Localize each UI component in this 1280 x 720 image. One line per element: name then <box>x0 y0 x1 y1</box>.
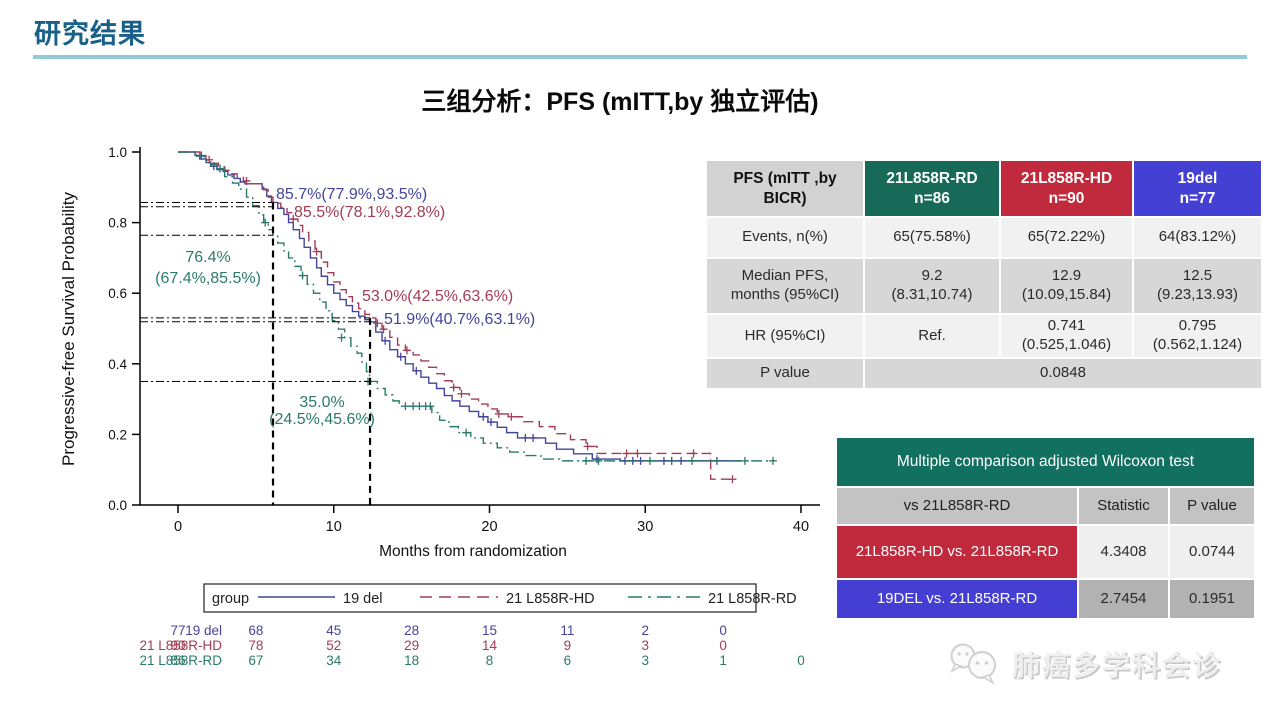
chat-bubbles-logo <box>950 643 996 685</box>
legend-title: group <box>212 591 249 607</box>
wilcoxon-test-table: Multiple comparison adjusted Wilcoxon te… <box>835 436 1256 620</box>
risk-count: 29 <box>404 638 419 653</box>
pfs-col-header-21l858r-rd: 21L858R-RD n=86 <box>865 161 999 216</box>
km-curve-19del <box>178 151 742 462</box>
pfs-col-header-21l858r-hd: 21L858R-HD n=90 <box>1001 161 1132 216</box>
page-title: 研究结果 <box>34 19 146 49</box>
pfs-row-label-pvalue: P value <box>707 359 863 388</box>
risk-count: 90 <box>170 638 185 653</box>
annotation: 35.0% <box>299 394 344 411</box>
legend-label: 21 L858R-RD <box>708 591 797 607</box>
wilcoxon-header-statistic: Statistic <box>1079 488 1168 524</box>
risk-count: 67 <box>248 653 263 668</box>
y-tick-label: 0.0 <box>108 498 127 513</box>
wilcoxon-statistic-19del: 2.7454 <box>1079 580 1168 618</box>
risk-count: 18 <box>404 653 419 668</box>
risk-row-label: 21 L858R-HD <box>139 638 222 653</box>
risk-count: 68 <box>248 623 263 638</box>
wilcoxon-row-label-19del: 19DEL vs. 21L858R-RD <box>837 580 1077 618</box>
wilcoxon-pvalue-19del: 0.1951 <box>1170 580 1254 618</box>
pfs-median-hd: 12.9 (10.09,15.84) <box>1001 259 1132 313</box>
risk-count: 15 <box>482 623 497 638</box>
risk-count: 0 <box>719 638 727 653</box>
annotation: 85.5%(78.1%,92.8%) <box>294 204 445 221</box>
wilcoxon-row-label-hd: 21L858R-HD vs. 21L858R-RD <box>837 526 1077 578</box>
pfs-col-header-19del: 19del n=77 <box>1134 161 1261 216</box>
pfs-events-del: 64(83.12%) <box>1134 218 1261 257</box>
risk-count: 9 <box>564 638 572 653</box>
slide-title: 三组分析：PFS (mITT,by 独立评估) <box>421 88 819 116</box>
risk-count: 8 <box>486 653 494 668</box>
km-curve-21l858r-rd <box>178 151 775 462</box>
risk-count: 3 <box>641 638 649 653</box>
annotation: (24.5%,45.6%) <box>269 411 375 428</box>
risk-count: 34 <box>326 653 342 668</box>
legend-label: 21 L858R-HD <box>506 591 595 607</box>
y-axis-title: Progressive-free Survival Probability <box>59 192 78 466</box>
wilcoxon-header-vs: vs 21L858R-RD <box>837 488 1077 524</box>
x-tick-label: 10 <box>326 519 342 535</box>
pfs-summary-table: PFS (mITT ,by BICR) 21L858R-RD n=86 21L8… <box>705 159 1263 390</box>
risk-count: 14 <box>482 638 498 653</box>
x-tick-label: 20 <box>481 519 497 535</box>
risk-count: 11 <box>560 623 574 638</box>
annotation: 53.0%(42.5%,63.6%) <box>362 288 513 305</box>
pfs-median-del: 12.5 (9.23,13.93) <box>1134 259 1261 313</box>
risk-count: 52 <box>326 638 341 653</box>
header-divider <box>33 55 1247 59</box>
pfs-row-label-hr: HR (95%CI) <box>707 315 863 357</box>
pfs-events-hd: 65(72.22%) <box>1001 218 1132 257</box>
risk-count: 86 <box>170 653 185 668</box>
risk-count: 78 <box>248 638 263 653</box>
annotation: 51.9%(40.7%,63.1%) <box>384 311 535 328</box>
wilcoxon-table-title: Multiple comparison adjusted Wilcoxon te… <box>837 438 1254 486</box>
wilcoxon-header-pvalue: P value <box>1170 488 1254 524</box>
risk-count: 6 <box>564 653 572 668</box>
risk-count: 1 <box>719 653 727 668</box>
x-tick-label: 30 <box>637 519 653 535</box>
y-tick-label: 0.2 <box>108 427 127 442</box>
pfs-corner-header: PFS (mITT ,by BICR) <box>707 161 863 216</box>
wilcoxon-statistic-hd: 4.3408 <box>1079 526 1168 578</box>
legend-box <box>203 583 757 613</box>
legend-label: 19 del <box>343 591 383 607</box>
wilcoxon-pvalue-hd: 0.0744 <box>1170 526 1254 578</box>
risk-row-label: 21 L858R-RD <box>139 653 222 668</box>
risk-count: 28 <box>404 623 419 638</box>
annotation: (67.4%,85.5%) <box>155 270 261 287</box>
annotation: 85.7%(77.9%,93.5%) <box>276 186 427 203</box>
watermark: 肺癌多学科会诊 <box>948 636 1258 692</box>
pfs-hr-rd: Ref. <box>865 315 999 357</box>
pfs-row-label-median: Median PFS, months (95%CI) <box>707 259 863 313</box>
pfs-row-label-events: Events, n(%) <box>707 218 863 257</box>
annotation: 76.4% <box>185 249 230 266</box>
x-tick-label: 0 <box>174 519 182 535</box>
risk-count: 0 <box>719 623 727 638</box>
y-tick-label: 0.8 <box>108 216 127 231</box>
y-tick-label: 0.6 <box>108 286 127 301</box>
pfs-median-rd: 9.2 (8.31,10.74) <box>865 259 999 313</box>
pfs-hr-hd: 0.741 (0.525,1.046) <box>1001 315 1132 357</box>
y-tick-label: 0.4 <box>108 357 127 372</box>
x-axis-title: Months from randomization <box>379 543 567 560</box>
risk-row-label: 19 del <box>185 623 222 638</box>
pfs-pvalue: 0.0848 <box>865 359 1261 388</box>
watermark-text: 肺癌多学科会诊 <box>1012 650 1223 681</box>
risk-count: 77 <box>170 623 185 638</box>
risk-count: 2 <box>641 623 649 638</box>
pfs-events-rd: 65(75.58%) <box>865 218 999 257</box>
x-tick-label: 40 <box>793 519 809 535</box>
risk-count: 45 <box>326 623 341 638</box>
y-tick-label: 1.0 <box>108 145 127 160</box>
risk-count: 3 <box>641 653 649 668</box>
pfs-hr-del: 0.795 (0.562,1.124) <box>1134 315 1261 357</box>
risk-count: 0 <box>797 653 805 668</box>
